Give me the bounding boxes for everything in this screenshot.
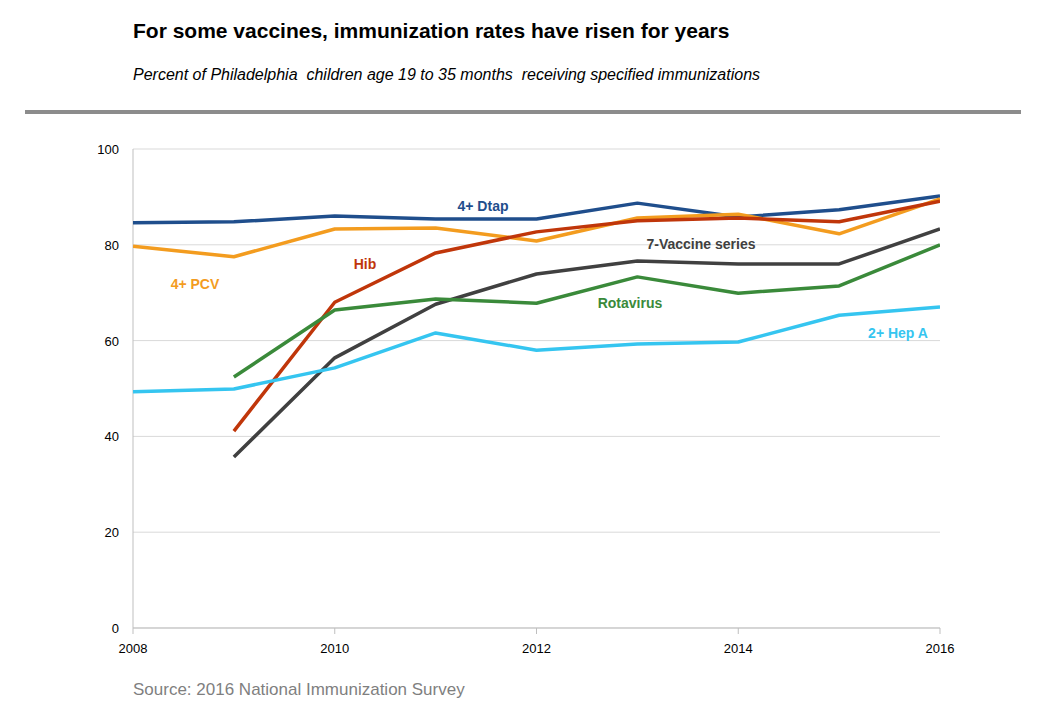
plot-area: [133, 196, 940, 457]
series-line: [133, 199, 940, 257]
x-tick-label: 2008: [119, 641, 148, 656]
grid-line: [133, 340, 940, 341]
x-tick: [133, 628, 134, 634]
x-tick-label: 2010: [320, 641, 349, 656]
grid-line: [133, 532, 940, 533]
y-tick-label: 100: [97, 142, 119, 157]
y-tick-label: 60: [105, 334, 119, 349]
title: For some vaccines, immunization rates ha…: [133, 19, 729, 42]
x-tick-label: 2014: [724, 641, 753, 656]
series-line: [133, 196, 940, 223]
grid-line: [133, 149, 940, 150]
subtitle: Percent of Philadelphia children age 19 …: [133, 66, 760, 83]
y-axis: [133, 149, 134, 628]
y-tick-label: 20: [105, 525, 119, 540]
series-label: 7-Vaccine series: [647, 236, 756, 252]
x-tick: [536, 628, 537, 634]
y-tick-label: 0: [112, 621, 119, 636]
grid-line: [133, 244, 940, 245]
y-tick-label: 40: [105, 429, 119, 444]
series-line: [234, 229, 940, 457]
x-tick-label: 2016: [926, 641, 955, 656]
divider: [25, 110, 1021, 114]
x-tick: [334, 628, 335, 634]
series-line: [234, 245, 940, 377]
chart: For some vaccines, immunization rates ha…: [0, 0, 1043, 720]
series-line: [133, 307, 940, 392]
x-tick: [940, 628, 941, 634]
series-label: Rotavirus: [598, 295, 663, 311]
series-label: Hib: [354, 256, 377, 272]
series-label: 4+ Dtap: [458, 198, 509, 214]
y-tick-label: 80: [105, 238, 119, 253]
series-label: 4+ PCV: [171, 276, 220, 292]
x-tick: [738, 628, 739, 634]
x-tick-label: 2012: [522, 641, 551, 656]
source: Source: 2016 National Immunization Surve…: [133, 680, 465, 699]
series-label: 2+ Hep A: [868, 325, 928, 341]
